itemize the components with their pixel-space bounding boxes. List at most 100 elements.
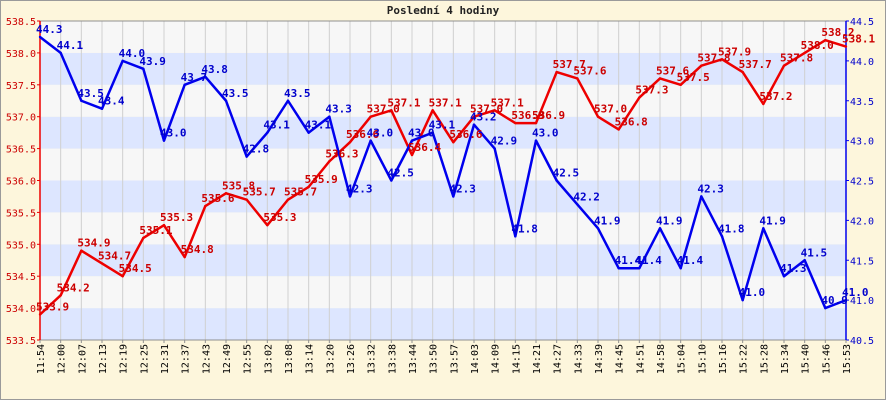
- data-point-blue: [162, 139, 166, 142]
- data-point-red: [824, 38, 827, 42]
- data-label-red: 537.8: [697, 52, 730, 65]
- data-label-blue: 43.9: [139, 55, 166, 68]
- x-tick-label: 12:49: [222, 344, 233, 374]
- data-point-red: [142, 236, 145, 240]
- right-tick-label: 44.0: [850, 57, 874, 68]
- data-label-blue: 42.3: [449, 182, 476, 195]
- x-tick-label: 15:16: [718, 344, 729, 374]
- data-point-red: [183, 255, 186, 259]
- data-point-blue: [80, 99, 83, 102]
- x-tick-label: 15:22: [739, 344, 750, 374]
- data-point-red: [162, 223, 166, 227]
- data-point-blue: [224, 99, 228, 102]
- x-tick-label: 12:43: [201, 344, 212, 374]
- data-point-blue: [617, 267, 620, 270]
- data-point-red: [493, 109, 496, 112]
- data-label-blue: 43.8: [201, 63, 228, 76]
- left-tick-label: 534.0: [6, 304, 36, 315]
- x-tick-label: 15:46: [821, 344, 832, 374]
- data-label-red: 536.8: [615, 115, 648, 128]
- data-label-blue: 43.0: [160, 127, 187, 140]
- x-tick-label: 15:40: [801, 344, 812, 374]
- data-label-blue: 41.9: [656, 214, 683, 227]
- data-point-red: [369, 115, 372, 118]
- data-label-red: 535.7: [284, 186, 317, 199]
- data-point-blue: [555, 179, 558, 182]
- data-point-blue: [452, 195, 455, 198]
- data-label-blue: 43.3: [325, 103, 352, 116]
- data-point-blue: [679, 267, 682, 270]
- x-tick-label: 12:31: [160, 344, 171, 374]
- left-tick-label: 534.5: [6, 272, 36, 283]
- x-tick-label: 15:28: [759, 344, 770, 374]
- data-label-blue: 41.4: [635, 254, 662, 267]
- x-tick-label: 12:00: [57, 344, 68, 374]
- data-point-red: [204, 204, 207, 208]
- data-label-red: 535.3: [263, 211, 296, 224]
- left-tick-label: 535.5: [6, 208, 36, 219]
- data-point-blue: [245, 155, 248, 158]
- series-line-red: [39, 38, 847, 316]
- data-point-red: [596, 115, 600, 118]
- data-point-red: [348, 141, 352, 144]
- data-label-blue: 41.0: [739, 286, 766, 299]
- x-tick-label: 15:04: [677, 344, 688, 374]
- data-label-blue: 41.0: [842, 286, 869, 299]
- data-point-blue: [369, 139, 372, 142]
- plot-band: [40, 52, 846, 85]
- x-tick-label: 14:39: [594, 344, 605, 374]
- x-tick-label: 12:25: [139, 344, 150, 374]
- data-point-red: [658, 77, 662, 80]
- data-label-red: 536.6: [346, 128, 379, 141]
- x-tick-label: 15:53: [842, 344, 853, 374]
- x-tick-label: 12:55: [243, 344, 254, 374]
- data-label-blue: 42.3: [346, 182, 373, 195]
- data-point-blue: [534, 139, 538, 142]
- x-tick-label: 13:38: [387, 344, 398, 374]
- data-point-blue: [762, 227, 765, 230]
- x-tick-label: 14:09: [491, 344, 502, 374]
- data-label-blue: 41.5: [801, 246, 828, 259]
- data-point-blue: [741, 298, 744, 302]
- plot-band: [40, 21, 846, 53]
- data-label-red: 537.3: [635, 84, 668, 97]
- data-point-blue: [328, 115, 331, 118]
- data-label-blue: 43.2: [470, 111, 497, 124]
- x-tick-label: 13:44: [408, 344, 419, 374]
- x-tick-label: 13:14: [305, 344, 316, 374]
- data-label-red: 537.1: [491, 96, 524, 109]
- data-label-red: 538.1: [842, 33, 875, 46]
- data-label-blue: 41.8: [718, 222, 745, 235]
- data-point-red: [245, 198, 248, 201]
- data-point-red: [452, 141, 455, 144]
- right-tick-label: 41.5: [850, 256, 874, 267]
- data-point-red: [803, 51, 806, 55]
- right-tick-label: 44.5: [850, 17, 874, 28]
- data-label-red: 534.2: [57, 281, 90, 294]
- data-point-blue: [844, 298, 848, 302]
- data-point-red: [741, 70, 744, 74]
- data-point-blue: [38, 35, 42, 39]
- data-point-red: [390, 109, 393, 112]
- data-label-blue: 43.1: [305, 119, 332, 132]
- data-label-red: 535.6: [201, 192, 234, 205]
- data-point-red: [59, 294, 62, 297]
- right-tick-label: 41.0: [850, 296, 874, 307]
- data-point-blue: [431, 131, 434, 134]
- data-point-red: [307, 185, 310, 189]
- data-point-red: [720, 58, 724, 61]
- data-label-red: 537.0: [367, 103, 400, 116]
- data-point-blue: [59, 51, 62, 55]
- x-tick-label: 12:07: [77, 344, 88, 374]
- data-label-red: 534.9: [77, 237, 110, 250]
- data-point-blue: [100, 107, 104, 110]
- data-point-blue: [286, 99, 290, 102]
- x-tick-label: 15:34: [780, 344, 791, 374]
- data-point-blue: [658, 227, 662, 230]
- data-label-blue: 41.4: [615, 254, 642, 267]
- data-point-red: [844, 45, 848, 48]
- left-tick-label: 538.0: [6, 49, 36, 60]
- data-label-blue: 43.5: [222, 87, 249, 100]
- data-point-red: [410, 153, 414, 157]
- data-point-red: [617, 128, 620, 131]
